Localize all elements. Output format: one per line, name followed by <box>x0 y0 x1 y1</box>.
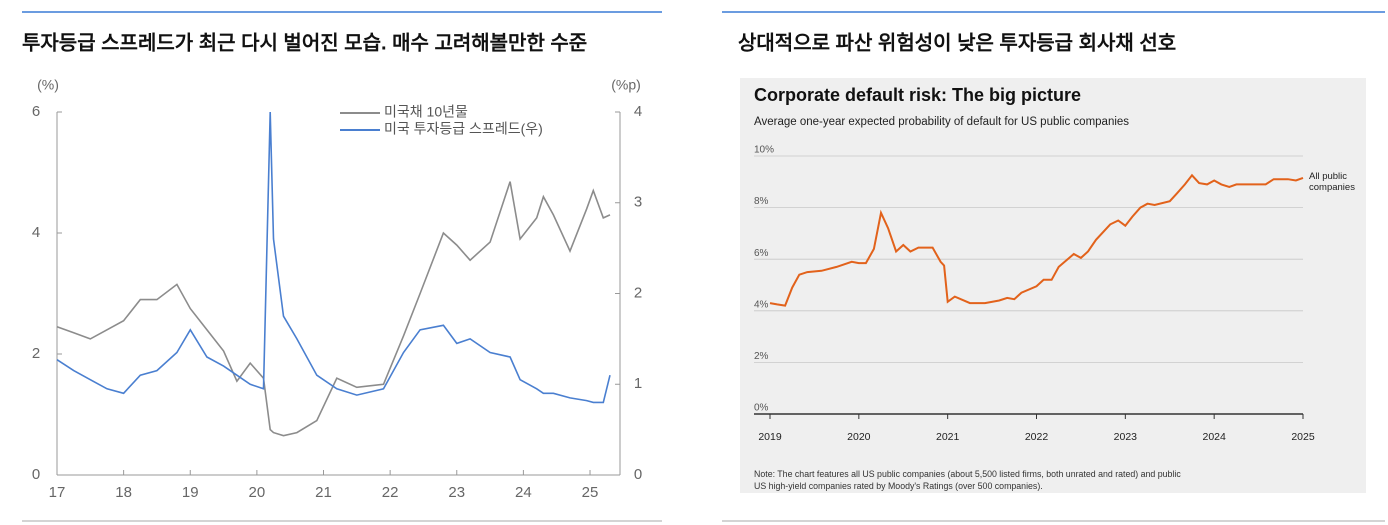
y2-tick-label: 4 <box>634 103 642 120</box>
y-tick-label: 2% <box>754 351 769 362</box>
series-line <box>56 181 611 437</box>
y-tick-label: 10% <box>754 145 774 156</box>
y-tick-label: 0% <box>754 403 769 414</box>
x-tick-label: 2025 <box>1291 431 1315 443</box>
y-tick-label: 6% <box>754 248 769 259</box>
x-tick-label: 21 <box>315 484 332 501</box>
y2-tick-label: 1 <box>634 375 642 392</box>
x-tick-label: 22 <box>382 484 399 501</box>
legend-label: 미국채 10년물 <box>384 104 468 120</box>
x-tick-label: 2020 <box>847 431 871 443</box>
y-tick-label: 4 <box>32 224 40 241</box>
heading: 투자등급 스프레드가 최근 다시 벌어진 모습. 매수 고려해볼만한 수준 <box>22 31 587 54</box>
x-tick-label: 2021 <box>936 431 960 443</box>
x-tick-label: 17 <box>49 484 66 501</box>
y2-tick-label: 3 <box>634 194 642 211</box>
y-tick-label: 4% <box>754 299 769 310</box>
y2-tick-label: 2 <box>634 284 642 301</box>
y-tick-label: 8% <box>754 196 769 207</box>
x-tick-label: 25 <box>582 484 599 501</box>
chart-title: Corporate default risk: The big picture <box>754 85 1081 105</box>
x-tick-label: 18 <box>115 484 132 501</box>
x-tick-label: 2019 <box>758 431 782 443</box>
y-axis-unit: (%) <box>37 77 59 93</box>
series-line <box>769 173 1304 307</box>
x-tick-label: 23 <box>448 484 465 501</box>
y2-axis-unit: (%p) <box>611 77 641 93</box>
y-tick-label: 6 <box>32 103 40 120</box>
y2-tick-label: 0 <box>634 466 642 483</box>
note: Note: The chart features all US public c… <box>754 469 1181 491</box>
series-line <box>56 111 611 404</box>
y-tick-label: 0 <box>32 466 40 483</box>
chart-subtitle: Average one-year expected probability of… <box>754 116 1129 128</box>
x-tick-label: 19 <box>182 484 199 501</box>
legend-label: 미국 투자등급 스프레드(우) <box>384 121 543 137</box>
heading: 상대적으로 파산 위험성이 낮은 투자등급 회사채 선호 <box>738 31 1176 54</box>
x-tick-label: 24 <box>515 484 532 501</box>
chart-background <box>740 78 1366 493</box>
x-tick-label: 2024 <box>1202 431 1226 443</box>
x-tick-label: 2023 <box>1114 431 1138 443</box>
x-tick-label: 20 <box>249 484 266 501</box>
x-tick-label: 2022 <box>1025 431 1049 443</box>
series-label: All public companies <box>1309 171 1355 193</box>
y-tick-label: 2 <box>32 345 40 362</box>
